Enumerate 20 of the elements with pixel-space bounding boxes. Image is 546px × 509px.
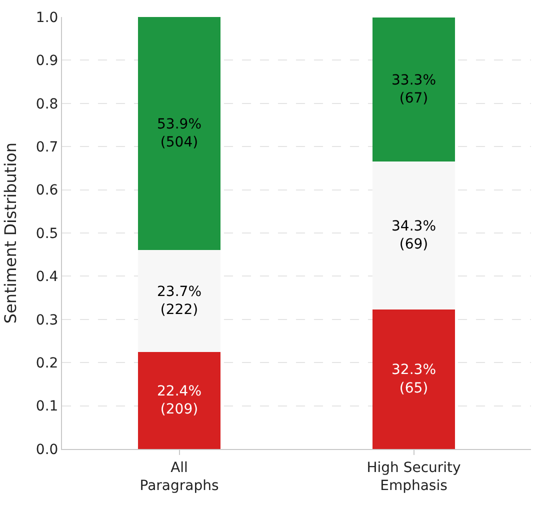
y-tick-label: 0.2 [36,356,58,372]
y-tick-label: 0.9 [36,53,58,70]
data-label: 32.3% (65) [392,362,436,396]
y-tick-label: 0.5 [36,226,58,242]
data-label: 53.9% (504) [157,116,202,151]
y-tick-label: 0.1 [36,398,58,415]
y-tick-label: 0.3 [36,312,58,328]
y-tick-label: 0.8 [36,96,58,112]
data-label: 22.4% (209) [157,384,202,418]
x-tick-label: All Paragraphs [140,460,219,494]
data-label: 33.3% (67) [392,72,436,106]
y-tick-label: 1.0 [36,10,58,26]
y-tick-label: 0.4 [36,269,58,286]
y-tick-label: 0.6 [36,182,58,199]
x-tick-label: High Security Emphasis [366,460,461,494]
data-label: 23.7% (222) [157,284,202,318]
y-tick-label: 0.0 [36,442,58,458]
data-label: 34.3% (69) [392,218,436,252]
y-axis-title: Sentiment Distribution [0,142,20,324]
y-tick-label: 0.7 [36,140,58,156]
